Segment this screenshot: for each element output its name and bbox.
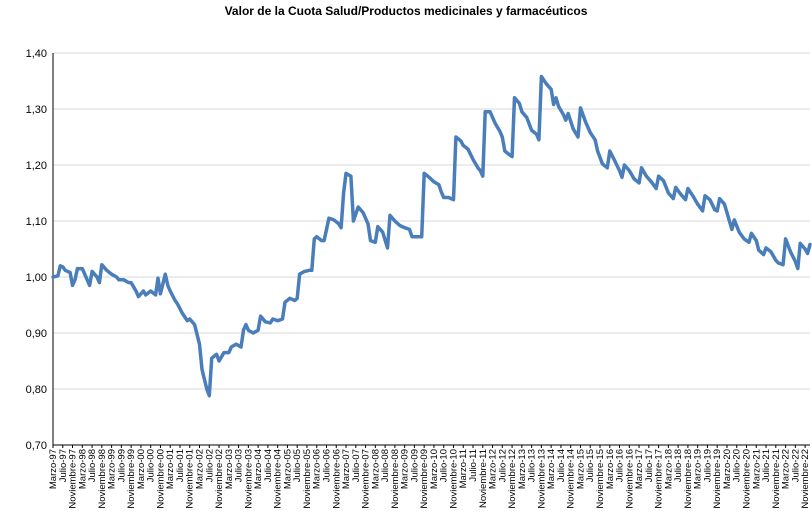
gridlines (53, 52, 810, 446)
x-tick-label: Julio-99 (116, 449, 127, 482)
x-tick-label: Julio-19 (702, 449, 713, 482)
x-tick-label: Marzo-06 (312, 449, 323, 489)
x-tick-label: Julio-09 (409, 449, 420, 482)
y-tick-label: 1,40 (26, 48, 47, 60)
x-tick-label: Noviembre-14 (566, 449, 577, 509)
x-tick-label: Julio-04 (263, 449, 274, 482)
x-tick-label: Noviembre-17 (654, 449, 665, 509)
x-tick-label: Marzo-18 (663, 449, 674, 489)
y-tick-label: 1,00 (26, 272, 47, 284)
x-tick-label: Julio-11 (468, 449, 479, 482)
x-tick-label: Noviembre-99 (126, 449, 137, 509)
x-tick-label: Marzo-21 (751, 449, 762, 489)
y-axis: 0,70 0,80 0,90 1,00 1,10 1,20 1,30 1,40 (26, 48, 54, 452)
x-tick-label: Marzo-05 (282, 449, 293, 489)
x-tick-label: Julio-98 (87, 449, 98, 482)
series-line (51, 74, 812, 398)
x-tick-label: Noviembre-00 (155, 449, 166, 509)
x-tick-label: Noviembre-97 (68, 449, 79, 509)
x-tick-label: Julio-12 (497, 449, 508, 482)
x-tick-label: Julio-16 (615, 449, 626, 482)
x-tick-label: Marzo-97 (48, 449, 59, 489)
x-tick-label: Marzo-19 (693, 449, 704, 489)
x-tick-label: Marzo-11 (458, 449, 469, 488)
x-tick-label: Noviembre-07 (361, 449, 372, 509)
x-tick-label: Julio-15 (585, 449, 596, 482)
x-tick-label: Noviembre-18 (683, 449, 694, 509)
x-tick-label: Noviembre-08 (390, 449, 401, 509)
x-tick-label: Julio-00 (146, 449, 157, 482)
x-axis: Marzo-97Julio-97Noviembre-97Marzo-98Juli… (48, 445, 811, 509)
x-tick-label: Marzo-08 (370, 449, 381, 489)
x-tick-label: Julio-13 (527, 449, 538, 482)
x-tick-label: Julio-01 (175, 449, 186, 482)
x-tick-label: Marzo-01 (165, 449, 176, 489)
x-tick-label: Noviembre-11 (478, 449, 489, 508)
x-tick-label: Julio-06 (321, 449, 332, 482)
x-tick-label: Julio-05 (292, 449, 303, 482)
x-tick-label: Marzo-14 (546, 449, 557, 489)
x-tick-label: Noviembre-22 (800, 449, 811, 509)
x-tick-label: Noviembre-16 (624, 449, 635, 509)
x-tick-label: Noviembre-98 (97, 449, 108, 509)
y-tick-label: 0,90 (26, 328, 47, 340)
x-tick-label: Noviembre-19 (712, 449, 723, 509)
x-tick-label: Marzo-22 (781, 449, 792, 489)
x-tick-label: Marzo-98 (77, 449, 88, 489)
x-tick-label: Noviembre-15 (595, 449, 606, 509)
x-tick-label: Julio-22 (790, 449, 801, 482)
x-tick-label: Marzo-15 (575, 449, 586, 489)
x-tick-label: Noviembre-02 (214, 449, 225, 509)
x-tick-label: Marzo-13 (517, 449, 528, 489)
x-tick-label: Julio-03 (234, 449, 245, 482)
x-tick-label: Marzo-09 (400, 449, 411, 489)
x-tick-label: Noviembre-20 (742, 449, 753, 509)
x-tick-label: Marzo-17 (634, 449, 645, 489)
x-tick-label: Marzo-04 (253, 449, 264, 489)
x-tick-label: Noviembre-04 (273, 449, 284, 509)
x-tick-label: Marzo-03 (224, 449, 235, 489)
x-tick-label: Marzo-12 (488, 449, 499, 489)
chart-title: Valor de la Cuota Salud/Productos medici… (224, 4, 588, 18)
x-tick-label: Marzo-07 (341, 449, 352, 489)
x-tick-label: Julio-14 (556, 449, 567, 482)
x-tick-label: Noviembre-10 (448, 449, 459, 509)
x-tick-label: Julio-21 (761, 449, 772, 482)
x-tick-label: Noviembre-12 (507, 449, 518, 509)
y-tick-label: 0,70 (26, 440, 47, 452)
x-tick-label: Marzo-99 (107, 449, 118, 489)
x-tick-label: Julio-02 (204, 449, 215, 482)
y-tick-label: 1,30 (26, 104, 47, 116)
x-tick-label: Marzo-02 (195, 449, 206, 489)
x-tick-label: Julio-08 (380, 449, 391, 482)
y-tick-label: 0,80 (26, 384, 47, 396)
series-layer (51, 74, 812, 398)
x-tick-label: Marzo-10 (429, 449, 440, 489)
y-tick-label: 1,20 (26, 160, 47, 172)
x-tick-label: Noviembre-21 (771, 449, 782, 509)
x-tick-label: Noviembre-09 (419, 449, 430, 509)
x-tick-label: Marzo-20 (722, 449, 733, 489)
x-tick-label: Noviembre-01 (185, 449, 196, 509)
x-tick-label: Julio-07 (351, 449, 362, 482)
x-tick-label: Julio-17 (644, 449, 655, 482)
x-tick-label: Marzo-16 (605, 449, 616, 489)
x-tick-label: Noviembre-13 (536, 449, 547, 509)
x-tick-label: Julio-10 (439, 449, 450, 482)
x-tick-label: Noviembre-06 (331, 449, 342, 509)
x-tick-label: Noviembre-03 (243, 449, 254, 509)
x-tick-label: Julio-18 (673, 449, 684, 482)
y-tick-label: 1,10 (26, 216, 47, 228)
x-tick-label: Julio-97 (58, 449, 69, 482)
x-tick-label: Noviembre-05 (302, 449, 313, 509)
x-tick-label: Julio-20 (732, 449, 743, 482)
x-tick-label: Marzo-00 (136, 449, 147, 489)
